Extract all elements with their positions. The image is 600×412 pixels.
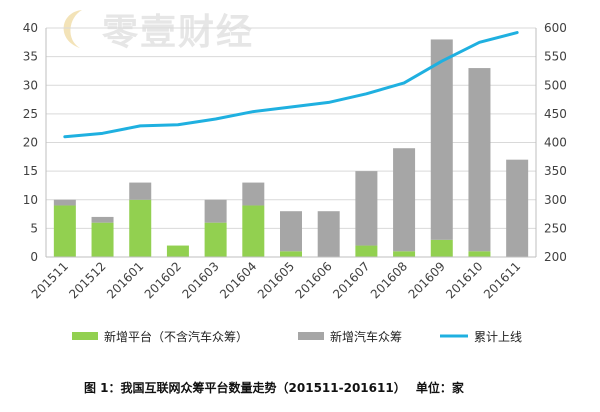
bar-new-auto [280,211,302,252]
left-tick-label: 0 [30,250,38,264]
bar-new-auto [468,68,491,252]
legend: 新增平台（不含汽车众筹） 新增汽车众筹 累计上线 [72,329,522,344]
legend-label-new-platforms: 新增平台（不含汽车众筹） [104,329,248,344]
bar-new-platforms [53,205,76,257]
right-tick-label: 350 [544,164,567,178]
right-tick-label: 450 [544,107,567,121]
bar-new-platforms [280,251,302,257]
axes [45,28,537,258]
right-tick-label: 400 [544,136,567,150]
bar-new-auto [53,199,76,206]
legend-swatch-new-platforms [72,332,98,340]
left-tick-label: 30 [23,78,38,92]
bar-new-platforms [468,251,491,257]
legend-label-cumulative: 累计上线 [474,330,522,344]
x-tick-label: 201606 [293,259,335,301]
bar-new-auto [204,199,227,223]
bar-new-platforms [166,245,189,257]
bar-new-platforms [393,251,416,257]
x-axis-ticks: 2015112015122016012016022016032016042016… [29,259,524,301]
left-tick-label: 40 [23,21,38,35]
legend-swatch-new-auto [298,332,324,340]
cumulative-line [63,31,519,139]
watermark-logo: 零壹财经 [63,10,254,53]
left-tick-label: 25 [23,107,38,121]
x-tick-label: 201610 [443,259,485,301]
right-axis-ticks: 200 250 300 350 400 450 500 550 600 [544,21,567,264]
x-tick-label: 201609 [406,259,448,301]
bars [53,39,529,257]
left-tick-label: 20 [23,136,38,150]
left-axis-ticks: 0 5 10 15 20 25 30 35 40 [23,21,38,264]
x-tick-label: 201611 [481,259,523,301]
bar-new-auto [317,211,340,257]
watermark-mark-icon [63,10,82,48]
right-tick-label: 500 [544,78,567,92]
bar-new-auto [91,216,114,223]
right-tick-label: 600 [544,21,567,35]
left-tick-label: 5 [30,221,38,235]
bar-new-platforms [242,205,265,257]
left-tick-label: 10 [23,193,38,207]
right-tick-label: 200 [544,250,567,264]
watermark-text: 零壹财经 [102,12,254,53]
bar-new-platforms [91,222,114,257]
x-tick-label: 201607 [330,259,372,301]
x-tick-label: 201608 [368,259,410,301]
x-tick-label: 201604 [217,259,259,301]
bar-new-auto [430,39,453,240]
x-tick-label: 201601 [104,259,146,301]
bar-new-auto [242,182,265,206]
bar-new-platforms [204,222,227,257]
right-tick-label: 550 [544,50,567,64]
figure-caption: 图 1：我国互联网众筹平台数量走势（201511-201611） 单位：家 [84,380,465,395]
bar-new-auto [393,148,416,252]
x-tick-label: 201602 [142,259,184,301]
legend-label-new-auto: 新增汽车众筹 [330,329,402,344]
bar-new-platforms [355,245,378,257]
bar-new-platforms [129,199,152,257]
left-tick-label: 15 [23,164,38,178]
grid-lines [46,27,536,258]
right-tick-label: 300 [544,193,567,207]
x-tick-label: 201511 [29,259,71,301]
x-tick-label: 201512 [66,259,108,301]
bar-new-platforms [430,239,453,257]
left-tick-label: 35 [23,50,38,64]
bar-new-auto [506,159,529,257]
x-tick-label: 201603 [179,259,221,301]
bar-new-auto [129,182,152,200]
right-tick-label: 250 [544,221,567,235]
cumulative-line-path [63,31,519,139]
x-tick-label: 201605 [255,259,297,301]
bar-new-auto [355,171,378,246]
